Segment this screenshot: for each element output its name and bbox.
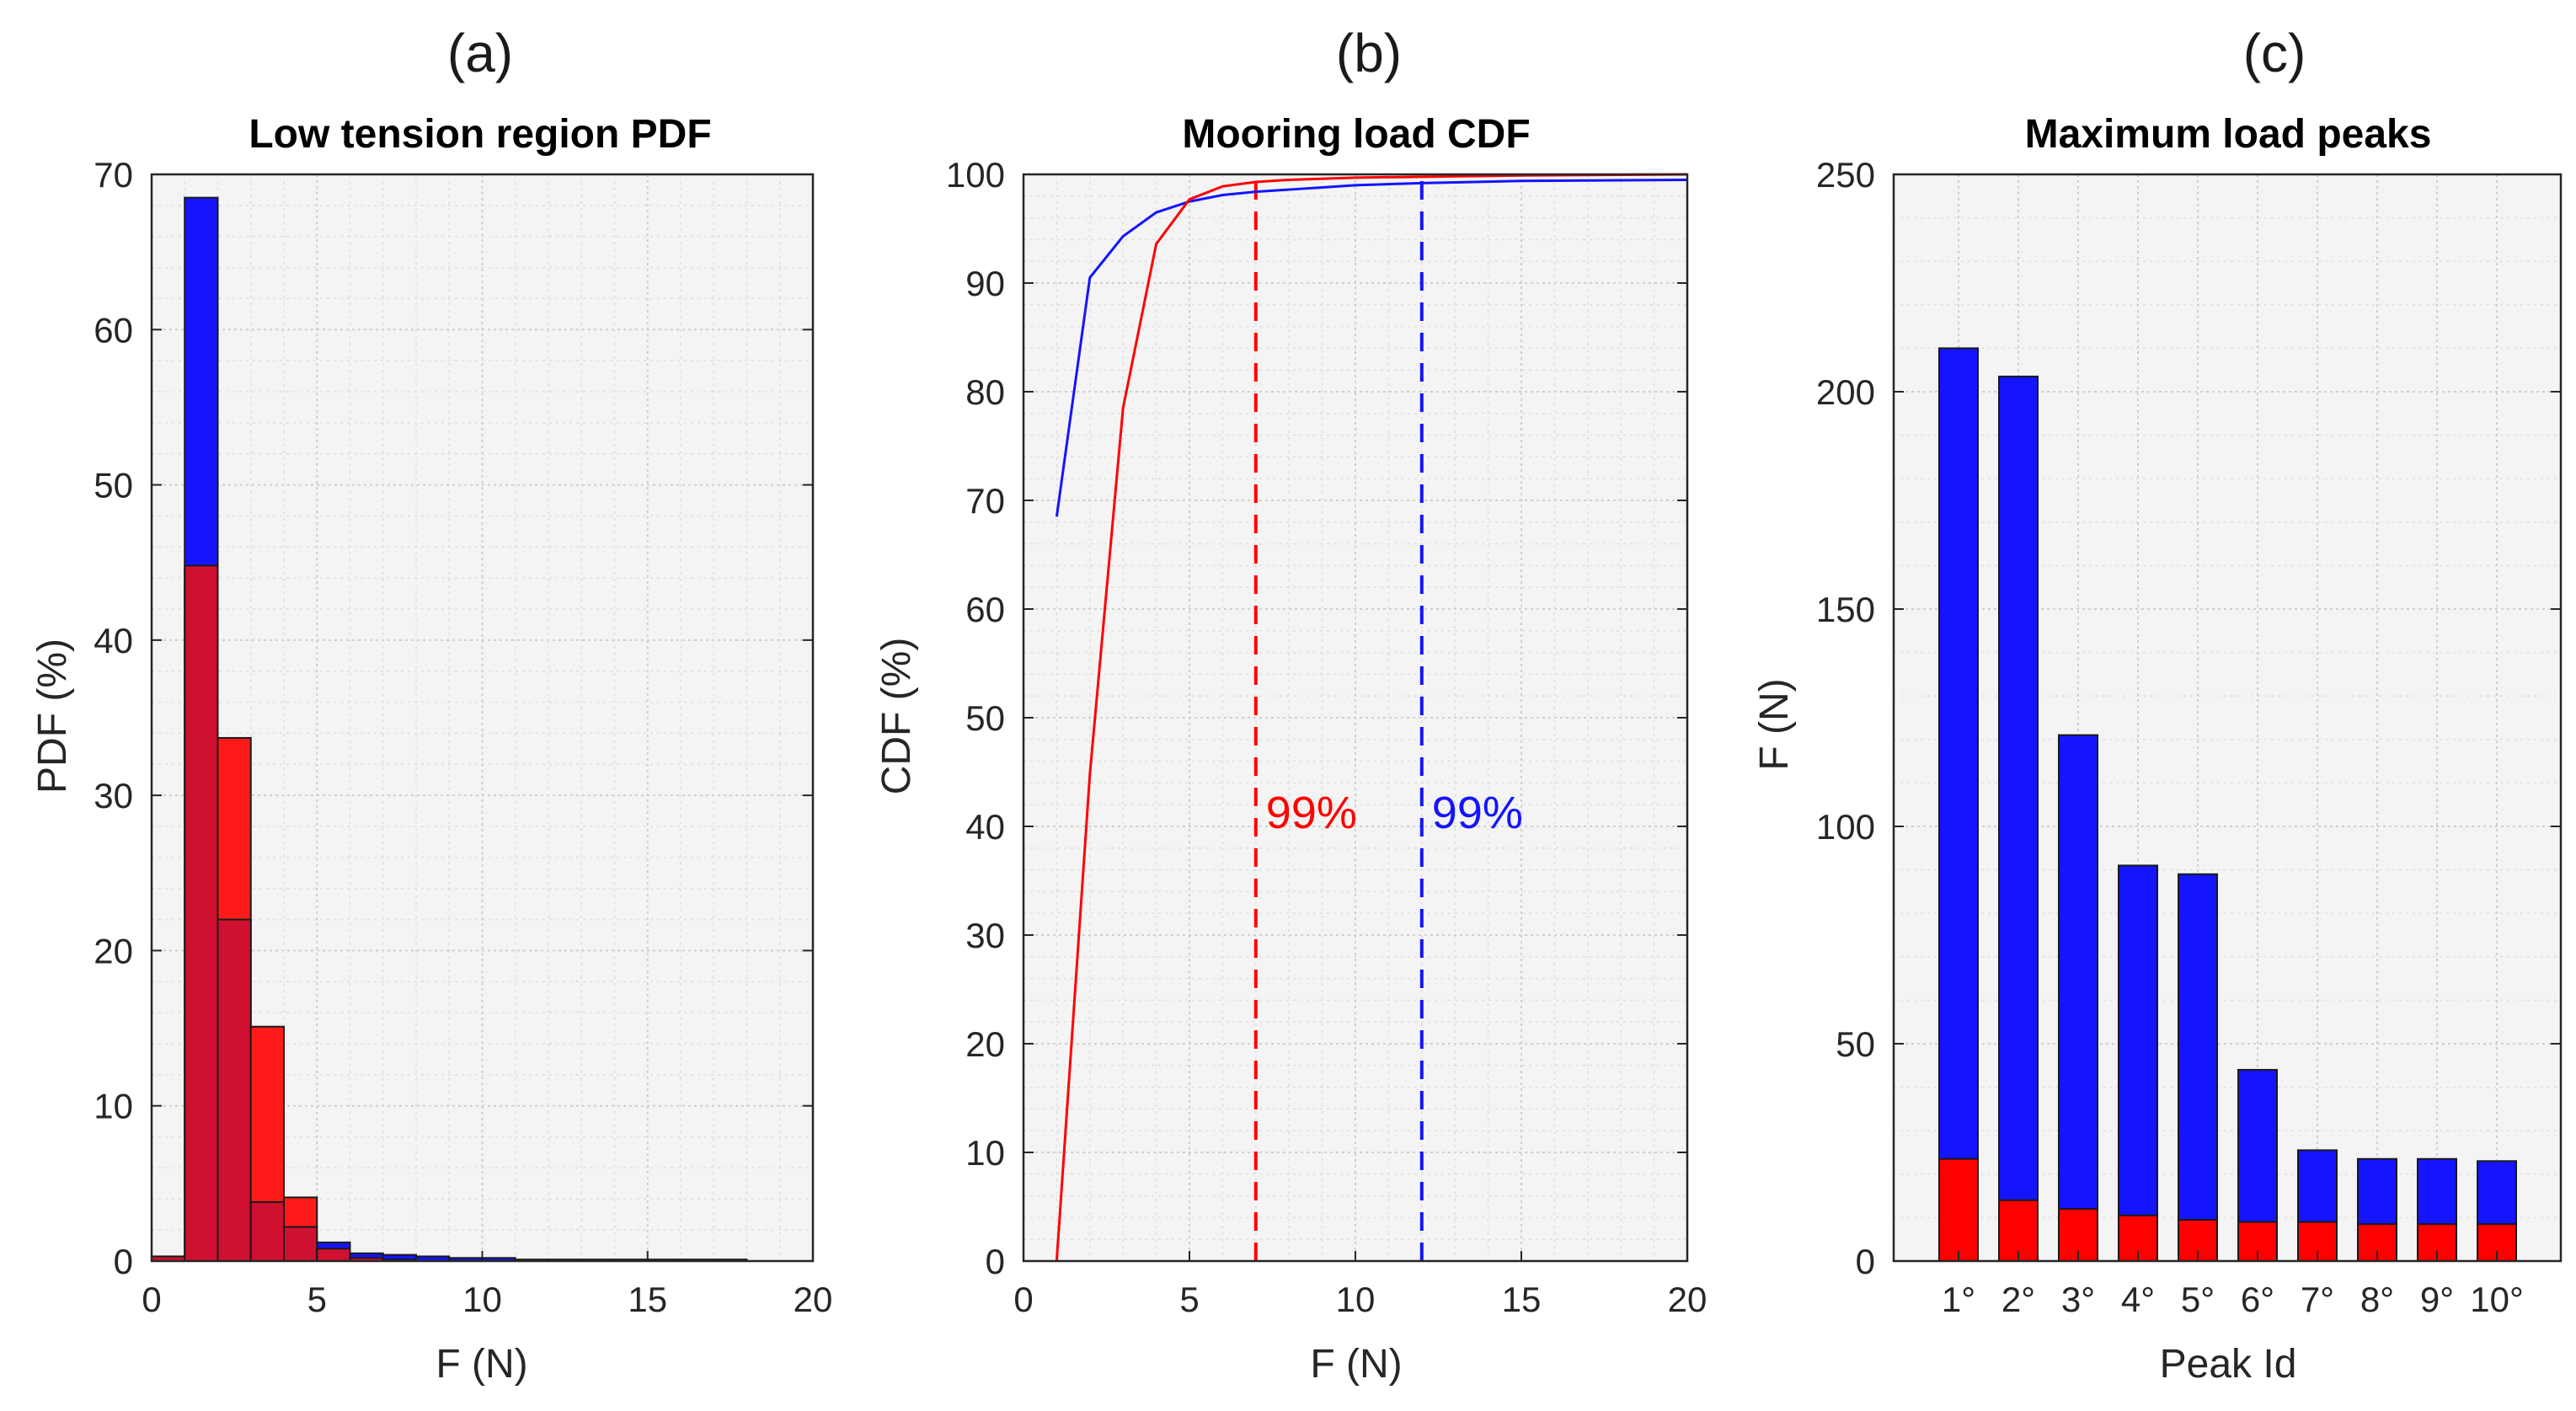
a-ytick-label: 30 (94, 776, 133, 815)
panel-b-xlabel: F (N) (1310, 1342, 1402, 1387)
c-bar-red (1998, 1199, 2039, 1263)
a-hist-bar-overlap (249, 1200, 285, 1263)
c-xtick-label: 8° (2360, 1280, 2394, 1319)
b-axes-frame (1022, 173, 1689, 1263)
c-axes-frame (1892, 173, 2563, 1263)
c-bar-blue (1998, 375, 2039, 1263)
b-ytick-label: 40 (965, 807, 1005, 847)
a-xtick-label: 5 (307, 1280, 327, 1319)
b-ytick-label: 80 (965, 372, 1005, 412)
a-ytick-label: 50 (94, 466, 133, 505)
b-ytick-label: 30 (965, 916, 1005, 955)
c-ytick-label: 100 (1816, 807, 1875, 847)
panel-a-title: Low tension region PDF (249, 112, 711, 157)
a-ytick-label: 70 (94, 155, 133, 195)
panel-b-label: (b) (1336, 23, 1402, 83)
b-ytick-label: 70 (965, 481, 1005, 521)
b-ytick-label: 100 (946, 155, 1005, 195)
a-axes-frame (150, 173, 815, 1263)
c-ytick-label: 200 (1816, 372, 1875, 412)
panel-b-cdf-plot: (b) Mooring load CDF 0102030405060708090… (874, 23, 1707, 1387)
b-cdf-line-red (1055, 173, 1688, 1262)
panel-c-plot-area: 0 50 100 150 200 250 1° 2° 3° 4° 5° 6° 7° 8° 9° 10° (1816, 155, 2563, 1319)
panel-c-ylabel: F (N) (1752, 678, 1797, 770)
panel-c-xlabel: Peak Id (2160, 1342, 2297, 1387)
panel-b-title: Mooring load CDF (1182, 112, 1530, 157)
panel-c-peaks-bars: (c) Maximum load peaks 0 50 100 150 200 250 1°… (1752, 23, 2563, 1387)
c-bar-red (1938, 1157, 1979, 1262)
b-xtick-label: 20 (1668, 1280, 1708, 1319)
c-bar-blue (1938, 347, 1979, 1262)
b-ytick-label: 20 (965, 1024, 1005, 1064)
a-hist-bar-overlap (184, 564, 219, 1262)
c-xtick-label: 9° (2420, 1280, 2454, 1319)
a-ytick-label: 0 (114, 1242, 133, 1281)
a-hist-bar-overlap (316, 1248, 351, 1263)
a-hist-bar-overlap (216, 918, 252, 1262)
a-ytick-label: 40 (94, 621, 133, 660)
b-cdf-line-blue (1055, 178, 1688, 517)
c-ytick-label: 150 (1816, 590, 1875, 629)
b-xtick-label: 0 (1013, 1280, 1033, 1319)
c-xtick-label: 5° (2181, 1280, 2215, 1319)
b-ytick-label: 10 (965, 1133, 1005, 1173)
c-xtick-label: 1° (1942, 1280, 1975, 1319)
a-ytick-label: 10 (94, 1087, 133, 1126)
b-ytick-label: 60 (965, 590, 1005, 629)
c-bar-blue (2178, 873, 2218, 1262)
panel-c-label: (c) (2243, 23, 2306, 83)
c-ytick-label: 50 (1836, 1024, 1875, 1064)
a-xtick-label: 10 (462, 1280, 502, 1319)
panel-a-xlabel: F (N) (436, 1342, 527, 1387)
a-hist-bar-overlap (283, 1226, 318, 1263)
panel-c-title: Maximum load peaks (2025, 112, 2432, 157)
b-marker-label-blue: 99% (1432, 788, 1523, 838)
b-xtick-label: 15 (1502, 1280, 1542, 1319)
a-xtick-label: 0 (142, 1280, 161, 1319)
b-xtick-label: 10 (1336, 1280, 1376, 1319)
b-marker-label-red: 99% (1266, 788, 1357, 838)
b-xtick-label: 5 (1179, 1280, 1199, 1319)
c-xtick-label: 10° (2470, 1280, 2524, 1319)
c-bar-blue (2118, 864, 2158, 1262)
b-ytick-label: 50 (965, 698, 1005, 738)
c-xtick-label: 6° (2241, 1280, 2274, 1319)
c-ytick-label: 0 (1856, 1242, 1875, 1281)
b-ytick-label: 90 (965, 264, 1005, 303)
panel-a-pdf-histogram: (a) Low tension region PDF 0102030405060… (30, 23, 832, 1387)
panel-a-plot-area: 0 10 20 30 40 50 60 70 0 5 10 15 20 (94, 155, 832, 1319)
c-xtick-label: 2° (2001, 1280, 2035, 1319)
b-ytick-label: 0 (986, 1242, 1005, 1281)
c-bar-blue (2058, 734, 2098, 1262)
a-xtick-label: 15 (628, 1280, 667, 1319)
c-xtick-label: 4° (2121, 1280, 2155, 1319)
panel-a-ylabel: PDF (%) (30, 639, 75, 794)
panel-b-ylabel: CDF (%) (874, 638, 919, 795)
c-bar-red (2297, 1221, 2338, 1263)
panel-b-plot-area: 0 10 20 30 40 50 60 70 80 90 100 0 5 10 15 20 99% 99% (946, 155, 1707, 1319)
a-ytick-label: 20 (94, 931, 133, 970)
panel-a-label: (a) (447, 23, 513, 83)
c-ytick-label: 250 (1816, 155, 1875, 195)
c-xtick-label: 7° (2301, 1280, 2334, 1319)
a-xtick-label: 20 (794, 1280, 833, 1319)
c-axes-background (1894, 174, 2561, 1261)
c-xtick-label: 3° (2061, 1280, 2095, 1319)
a-ytick-label: 60 (94, 310, 133, 350)
